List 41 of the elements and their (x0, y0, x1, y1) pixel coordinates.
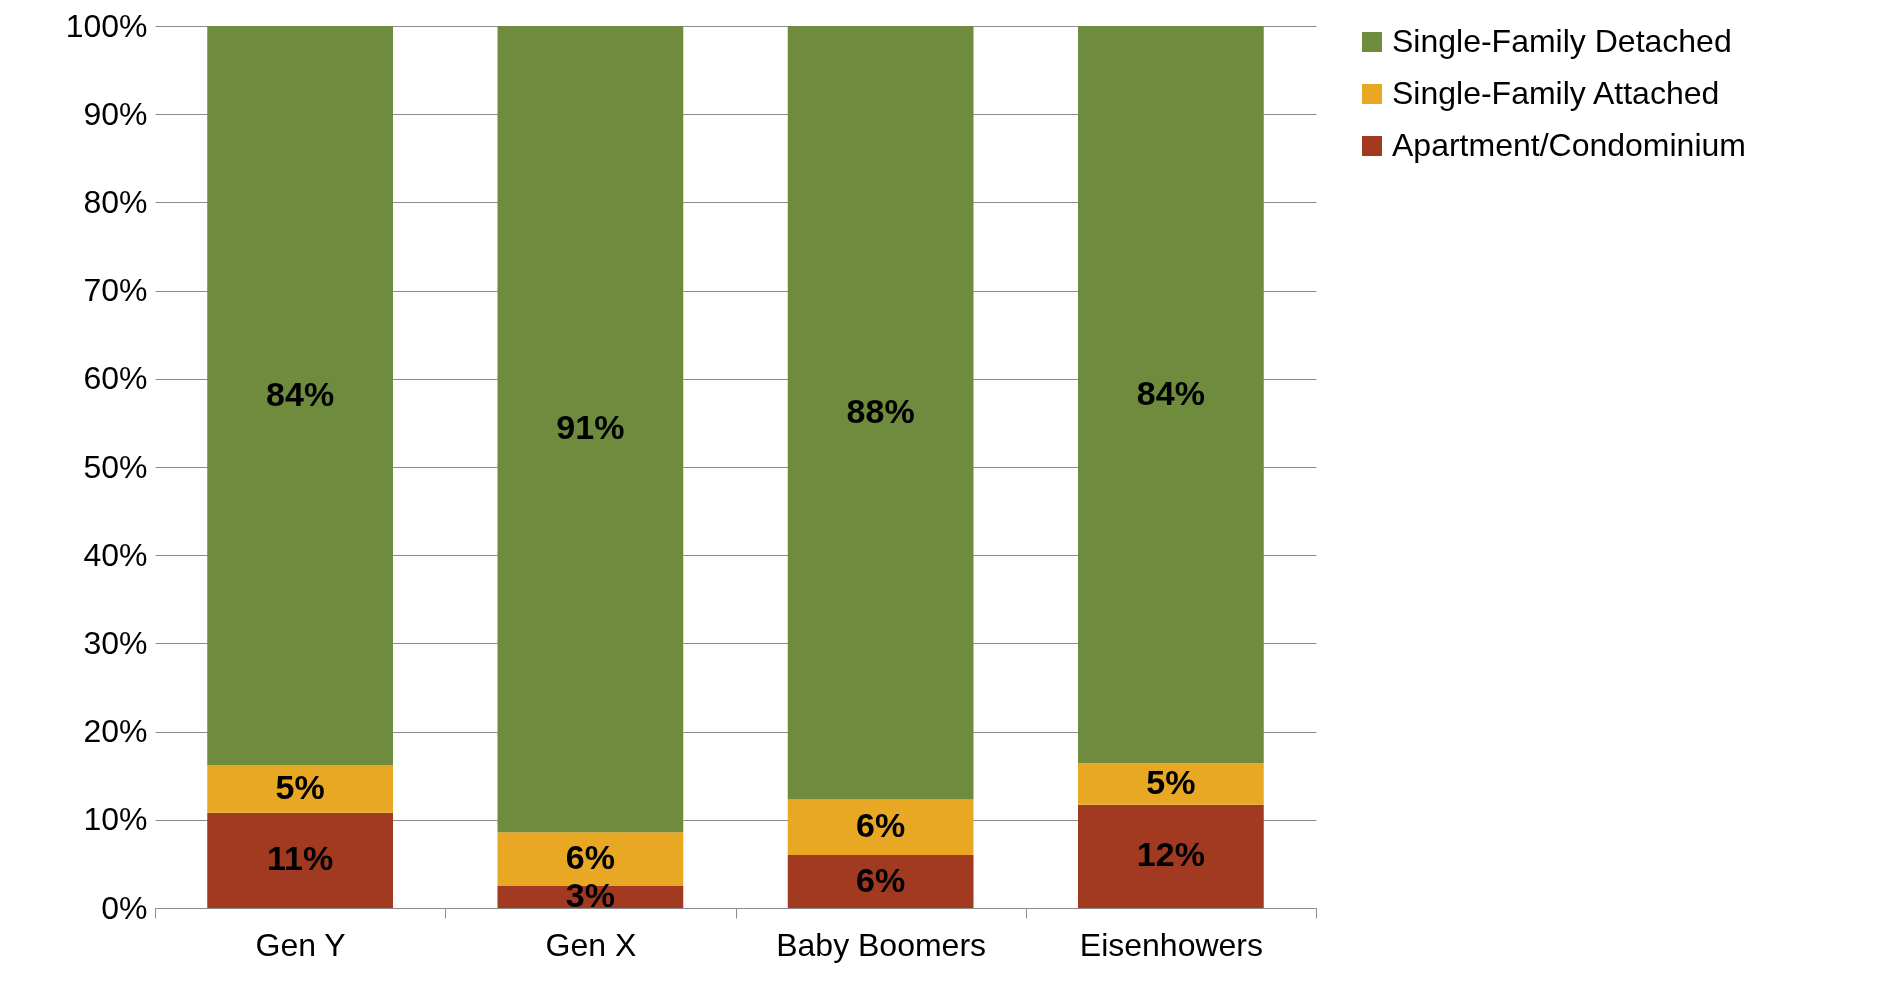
bar (1077, 804, 1264, 908)
legend-label: Apartment/Condominium (1392, 127, 1746, 163)
x-tick-label: Eisenhowers (1079, 926, 1263, 963)
data-label: 5% (1146, 763, 1196, 802)
x-tick-label: Gen X (545, 926, 637, 963)
data-label: 6% (856, 806, 906, 845)
data-label: 91% (556, 408, 625, 447)
legend-label: Single-Family Attached (1392, 75, 1720, 111)
bar (1077, 26, 1264, 764)
y-tick-label: 90% (83, 95, 148, 132)
y-tick-label: 70% (83, 272, 148, 309)
data-label: 3% (565, 875, 615, 914)
x-tick-label: Gen Y (255, 926, 346, 963)
bar (787, 799, 974, 856)
y-tick-label: 10% (83, 801, 148, 838)
bar (207, 26, 394, 766)
y-tick-label: 30% (83, 624, 148, 661)
y-tick-label: 80% (83, 183, 148, 220)
y-tick-label: 100% (65, 7, 148, 44)
bar (497, 26, 684, 833)
y-tick-label: 20% (83, 713, 148, 750)
data-label: 11% (267, 839, 334, 878)
y-tick-label: 0% (101, 889, 148, 926)
y-tick-label: 50% (83, 448, 148, 485)
bar (1077, 763, 1264, 805)
bar (497, 832, 684, 886)
bar (787, 855, 974, 908)
data-label: 6% (565, 838, 615, 877)
data-label: 84% (1136, 373, 1205, 412)
bar (207, 812, 394, 908)
bar (207, 765, 394, 813)
y-tick-label: 60% (83, 360, 148, 397)
data-label: 12% (1136, 835, 1205, 874)
data-label: 84% (266, 374, 335, 413)
data-label: 6% (856, 860, 906, 899)
data-label: 88% (846, 391, 915, 430)
x-tick-label: Baby Boomers (776, 926, 987, 963)
y-tick-label: 40% (83, 536, 148, 573)
bar (787, 26, 974, 800)
data-label: 5% (275, 767, 325, 806)
legend-label: Single-Family Detached (1392, 23, 1732, 59)
